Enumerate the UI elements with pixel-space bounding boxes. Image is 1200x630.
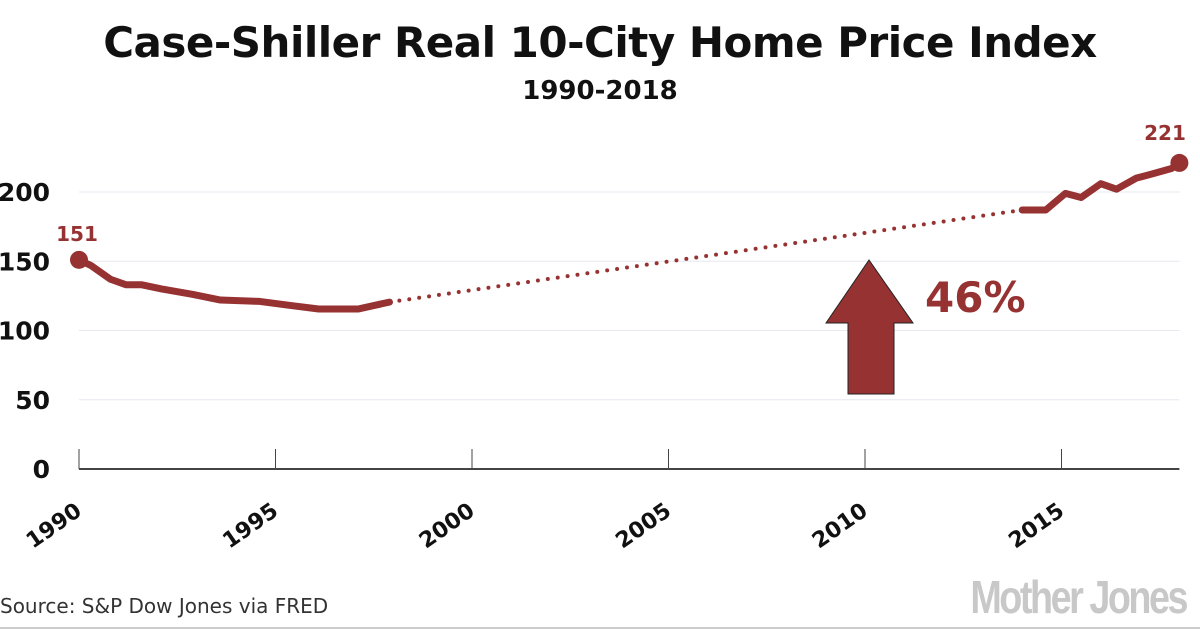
y-tick-label: 150 [0, 247, 50, 276]
x-tick-label: 2000 [415, 498, 479, 554]
x-tick-label: 2005 [611, 498, 675, 554]
series-line [75, 256, 393, 313]
y-tick-label: 100 [0, 317, 50, 346]
series-line [1018, 159, 1183, 214]
bottom-divider [0, 627, 1200, 629]
x-tick-label: 1995 [218, 498, 282, 554]
end-value-label: 221 [1144, 121, 1186, 145]
y-tick-label: 50 [15, 386, 50, 415]
mother-jones-logo: Mother Jones [970, 571, 1188, 623]
x-tick-label: 2010 [808, 498, 872, 554]
chart-subtitle: 1990-2018 [522, 76, 678, 106]
y-tick-label: 0 [33, 455, 50, 484]
x-tick-label: 2015 [1004, 498, 1068, 554]
x-tick-label: 1990 [22, 498, 86, 554]
chart-title: Case-Shiller Real 10-City Home Price Ind… [103, 18, 1097, 67]
increase-arrow [825, 259, 914, 395]
end-point-marker [1170, 153, 1189, 172]
start-point-marker [70, 250, 88, 269]
change-label: 46% [925, 273, 1026, 322]
y-tick-label: 200 [0, 178, 50, 207]
start-value-label: 151 [56, 222, 98, 246]
series-line [387, 208, 1025, 305]
source-note: Source: S&P Dow Jones via FRED [0, 594, 329, 618]
